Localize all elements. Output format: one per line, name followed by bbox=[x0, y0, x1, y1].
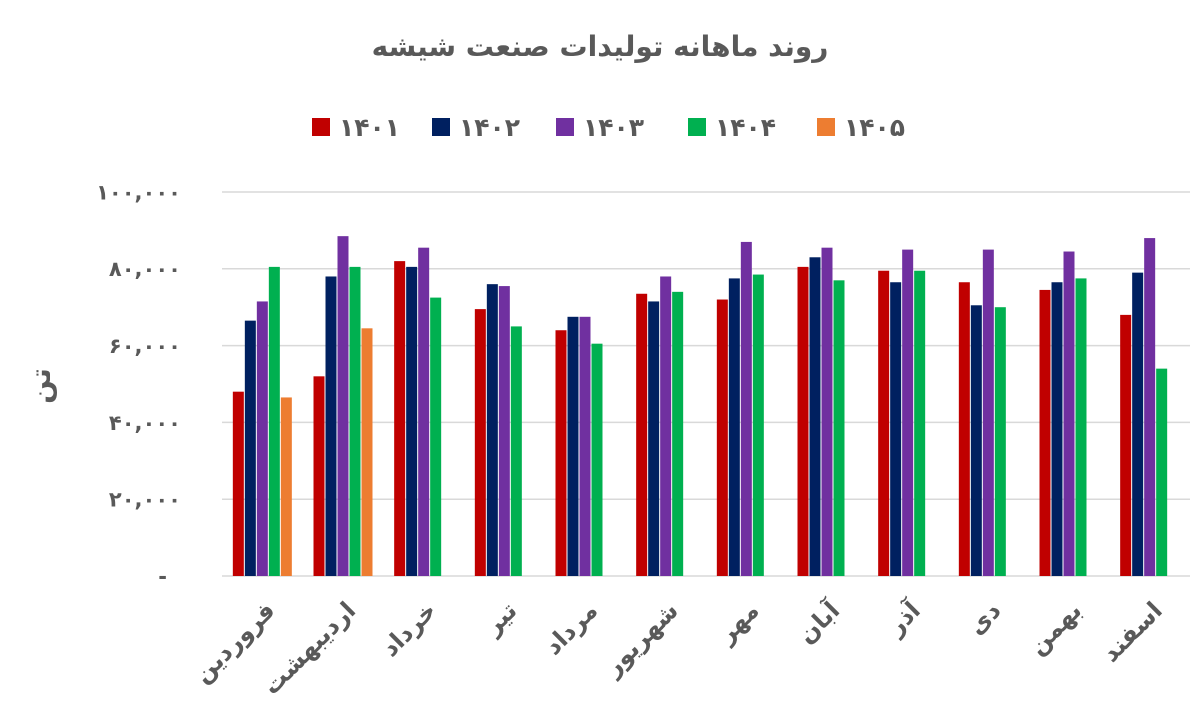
legend-label: ۱۴۰۴ bbox=[715, 113, 776, 142]
bar bbox=[809, 257, 821, 576]
bar bbox=[914, 270, 926, 576]
bar bbox=[337, 236, 349, 576]
legend-item: ۱۴۰۲ bbox=[432, 113, 520, 142]
bar bbox=[716, 299, 728, 576]
legend-swatch bbox=[312, 118, 330, 136]
legend-swatch bbox=[432, 118, 450, 136]
bar bbox=[994, 307, 1006, 576]
y-tick-label: ۲۰,۰۰۰ bbox=[109, 488, 181, 512]
series-5-bars bbox=[280, 328, 373, 576]
bar bbox=[232, 391, 244, 576]
bar bbox=[1144, 238, 1156, 576]
bar bbox=[418, 247, 430, 576]
legend: ۱۴۰۱ ۱۴۰۲ ۱۴۰۳ ۱۴۰۴ ۱۴۰۵ bbox=[312, 113, 905, 142]
y-tick-label: ۱۰۰,۰۰۰ bbox=[96, 180, 181, 204]
bar bbox=[579, 316, 591, 576]
legend-label: ۱۴۰۵ bbox=[844, 113, 905, 142]
bar bbox=[474, 309, 486, 576]
y-tick-label: - bbox=[158, 564, 167, 588]
bar bbox=[430, 297, 442, 576]
bar bbox=[636, 293, 648, 576]
bar bbox=[878, 270, 890, 576]
bars bbox=[232, 236, 1168, 577]
bar bbox=[486, 284, 498, 576]
legend-swatch bbox=[817, 118, 835, 136]
bar bbox=[313, 376, 325, 576]
bar bbox=[797, 266, 809, 576]
bar bbox=[970, 305, 982, 576]
series-4-bars bbox=[268, 266, 1168, 576]
bar bbox=[406, 266, 418, 576]
bar bbox=[256, 301, 268, 576]
legend-swatch bbox=[688, 118, 706, 136]
legend-label: ۱۴۰۳ bbox=[583, 113, 644, 142]
y-tick-label: ۸۰,۰۰۰ bbox=[109, 257, 181, 281]
chart-title: روند ماهانه تولیدات صنعت شیشه bbox=[372, 30, 829, 63]
bar bbox=[268, 266, 280, 576]
series-3-bars bbox=[256, 236, 1156, 577]
bar bbox=[280, 397, 292, 576]
bar bbox=[244, 320, 256, 576]
bar bbox=[1075, 278, 1087, 576]
y-axis-tick-labels: - ۲۰,۰۰۰ ۴۰,۰۰۰ ۶۰,۰۰۰ ۸۰,۰۰۰ ۱۰۰,۰۰۰ bbox=[96, 180, 181, 588]
legend-label: ۱۴۰۱ bbox=[339, 113, 400, 142]
bar bbox=[902, 249, 914, 576]
bar bbox=[1156, 368, 1168, 576]
bar bbox=[958, 282, 970, 576]
bar bbox=[1051, 282, 1063, 576]
bar bbox=[1132, 272, 1144, 576]
legend-item: ۱۴۰۳ bbox=[556, 113, 644, 142]
series-1-bars bbox=[232, 261, 1132, 576]
legend-label: ۱۴۰۲ bbox=[459, 113, 520, 142]
bar bbox=[510, 326, 522, 576]
bar bbox=[648, 301, 660, 576]
bar bbox=[890, 282, 902, 576]
series-2-bars bbox=[244, 257, 1144, 576]
bar bbox=[567, 316, 579, 576]
bar bbox=[833, 280, 845, 576]
legend-item: ۱۴۰۵ bbox=[817, 113, 905, 142]
bar bbox=[394, 261, 406, 576]
bar bbox=[752, 274, 764, 576]
bar bbox=[821, 247, 833, 576]
legend-item: ۱۴۰۱ bbox=[312, 113, 400, 142]
bar bbox=[1039, 289, 1051, 576]
bar bbox=[672, 291, 684, 576]
y-tick-label: ۶۰,۰۰۰ bbox=[109, 334, 181, 358]
bar bbox=[349, 266, 361, 576]
bar bbox=[740, 241, 752, 577]
bar bbox=[325, 276, 337, 576]
y-axis-label: تن bbox=[24, 368, 57, 404]
bar bbox=[660, 276, 672, 576]
bar bbox=[728, 278, 740, 576]
bar bbox=[555, 330, 567, 576]
bar bbox=[361, 328, 373, 576]
legend-item: ۱۴۰۴ bbox=[688, 113, 776, 142]
bar bbox=[591, 343, 603, 576]
bar bbox=[1120, 314, 1132, 576]
bar bbox=[1063, 251, 1075, 576]
y-tick-label: ۴۰,۰۰۰ bbox=[109, 411, 181, 435]
bar bbox=[498, 286, 510, 576]
gridlines bbox=[222, 191, 1190, 577]
bar bbox=[982, 249, 994, 576]
legend-swatch bbox=[556, 118, 574, 136]
